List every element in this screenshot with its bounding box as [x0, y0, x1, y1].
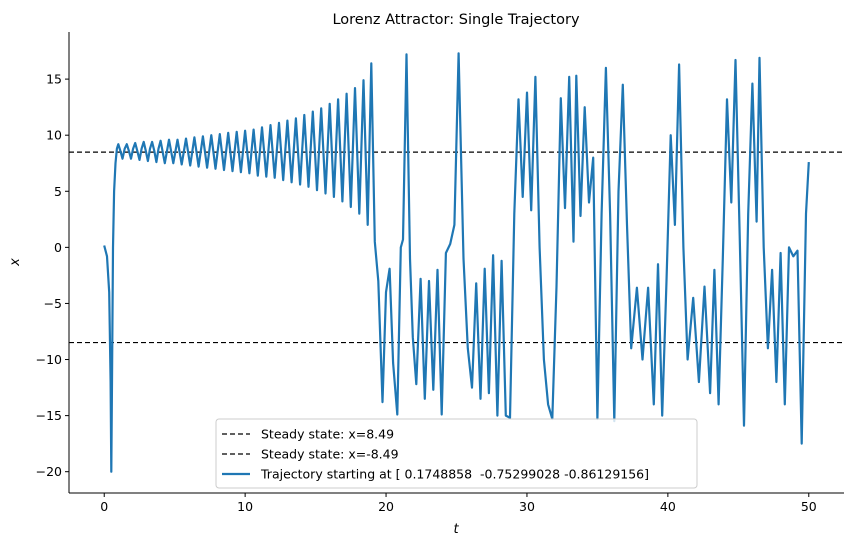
legend-label-steady-upper: Steady state: x=8.49: [261, 427, 394, 442]
y-tick-label: −10: [36, 352, 62, 367]
x-axis-label: t: [453, 522, 459, 537]
trajectory-line: [103, 52, 810, 473]
legend: Steady state: x=8.49 Steady state: x=-8.…: [215, 418, 698, 489]
chart-title: Lorenz Attractor: Single Trajectory: [332, 12, 579, 28]
legend-label-trajectory: Trajectory starting at [ 0.1748858 -0.75…: [260, 467, 649, 482]
y-tick-label: 15: [46, 72, 62, 87]
legend-box: [215, 418, 698, 489]
x-ticks: 0 10 20 30 40 50: [100, 493, 817, 514]
y-axis-label: x: [8, 258, 23, 267]
y-tick-label: 5: [54, 184, 62, 199]
x-tick-label: 20: [378, 499, 394, 514]
x-tick-label: 0: [100, 499, 108, 514]
x-tick-label: 10: [237, 499, 253, 514]
y-tick-label: 0: [54, 240, 62, 255]
legend-label-steady-lower: Steady state: x=-8.49: [261, 447, 399, 462]
y-ticks: −20 −15 −10 −5 0 5 10 15: [36, 72, 69, 479]
y-tick-label: 10: [46, 128, 62, 143]
y-tick-label: −15: [36, 408, 62, 423]
y-tick-label: −20: [36, 464, 62, 479]
x-tick-label: 30: [519, 499, 535, 514]
series-layer: [103, 52, 810, 473]
x-tick-label: 40: [660, 499, 676, 514]
y-tick-label: −5: [44, 296, 62, 311]
x-tick-label: 50: [801, 499, 817, 514]
